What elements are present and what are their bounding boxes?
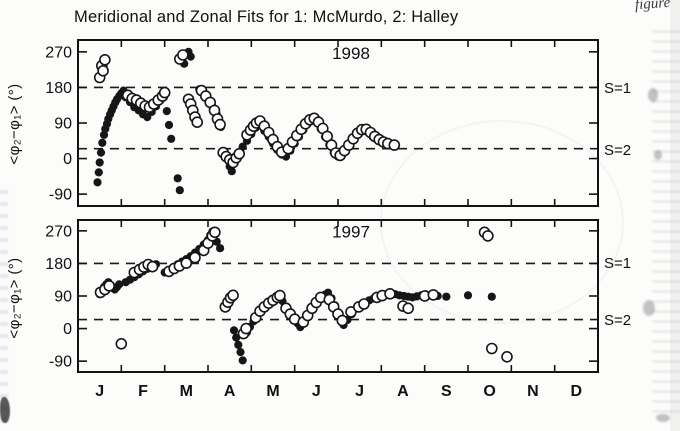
data-point-open xyxy=(146,260,159,273)
scan-smudge xyxy=(656,414,670,422)
data-point-filled xyxy=(173,174,182,183)
month-label: F xyxy=(138,383,148,400)
month-label: J xyxy=(355,383,365,400)
month-label: O xyxy=(483,383,496,400)
scan-smudge xyxy=(648,88,658,102)
data-point-filled xyxy=(238,356,247,365)
scan-artifact-left-text xyxy=(0,190,8,430)
data-point-open xyxy=(402,302,415,315)
data-point-filled xyxy=(162,107,171,116)
data-point-open xyxy=(388,139,401,151)
month-label: S xyxy=(440,383,452,400)
data-point-open xyxy=(103,280,115,292)
data-point-filled xyxy=(96,148,106,157)
month-label: D xyxy=(570,383,583,400)
data-point-open xyxy=(189,251,201,264)
data-point-open xyxy=(214,118,226,131)
series-open-circles xyxy=(94,226,513,363)
month-label: A xyxy=(397,383,409,400)
y-axis-label-bottom: <φ₂−φ₁> (°) xyxy=(6,257,23,339)
data-point-open xyxy=(191,116,203,128)
month-label: M xyxy=(179,383,193,400)
month-label: J xyxy=(95,383,105,400)
year-label: 1998 xyxy=(332,44,370,63)
scan-artifact-bleedthrough xyxy=(380,120,624,324)
data-point-open xyxy=(240,322,252,335)
data-point-filled xyxy=(167,134,176,143)
data-point-filled xyxy=(95,158,104,167)
y-tick-label: 270 xyxy=(45,223,72,240)
scan-artifact-right-edge xyxy=(670,0,680,431)
y-tick-label: 90 xyxy=(54,289,72,306)
y-tick-label: 0 xyxy=(63,321,72,338)
month-label: N xyxy=(527,383,539,400)
data-point-open xyxy=(485,342,498,355)
data-point-open xyxy=(384,288,396,300)
y-axis-label-top: <φ₂−φ₁> (°) xyxy=(6,83,23,165)
handwritten-note: figure xyxy=(634,0,671,14)
y-tick-label: 0 xyxy=(63,151,72,168)
data-point-open xyxy=(336,314,349,327)
data-point-open xyxy=(180,257,193,269)
panel-1998: 270 180 90 0 -90 1998 xyxy=(45,39,599,207)
data-point-open xyxy=(115,338,128,350)
scan-artifact-right-text xyxy=(652,30,680,420)
data-point-open xyxy=(501,351,513,363)
figure-title: Meridional and Zonal Fits for 1: McMurdo… xyxy=(74,8,459,26)
month-label: A xyxy=(223,383,236,400)
y-tick-label: 180 xyxy=(45,256,72,273)
data-point-open xyxy=(177,49,189,61)
scan-smudge xyxy=(654,150,662,160)
data-point-open xyxy=(209,226,221,239)
data-point-open xyxy=(233,148,245,160)
data-point-open xyxy=(158,86,171,99)
scan-smudge xyxy=(643,300,655,316)
data-point-filled xyxy=(94,168,103,177)
ref-line-label-s1-top: S=1 xyxy=(604,80,632,97)
ref-line-label-s2-bottom: S=2 xyxy=(604,312,632,329)
data-point-filled xyxy=(98,138,107,147)
year-label: 1997 xyxy=(332,222,370,241)
data-point-filled xyxy=(236,348,245,357)
y-tick-label: 90 xyxy=(54,116,72,133)
y-tick-label: 270 xyxy=(45,44,72,61)
data-point-filled xyxy=(234,340,243,349)
scan-artifact-corner-blob xyxy=(0,397,10,423)
ref-line-label-s2-top: S=2 xyxy=(604,142,632,159)
series-filled-circles xyxy=(93,47,397,195)
data-point-filled xyxy=(93,178,102,187)
data-point-filled xyxy=(115,280,124,289)
panel-1997: 270 180 90 0 -90 1997 xyxy=(45,219,599,373)
y-tick-label: -90 xyxy=(49,187,72,204)
month-label: J xyxy=(311,383,321,400)
data-point-filled xyxy=(227,167,236,176)
data-point-open xyxy=(227,289,239,302)
data-point-filled xyxy=(175,186,184,195)
data-point-open xyxy=(274,289,286,302)
series-open-circles xyxy=(93,49,401,169)
month-label: M xyxy=(266,383,280,400)
y-tick-label: -90 xyxy=(49,354,72,371)
data-point-filled xyxy=(216,244,225,253)
data-point-filled xyxy=(229,326,239,335)
data-point-open xyxy=(99,53,111,66)
data-point-open xyxy=(358,298,370,310)
data-point-filled xyxy=(164,120,174,130)
data-point-open xyxy=(97,64,109,77)
y-tick-label: 180 xyxy=(45,80,72,97)
